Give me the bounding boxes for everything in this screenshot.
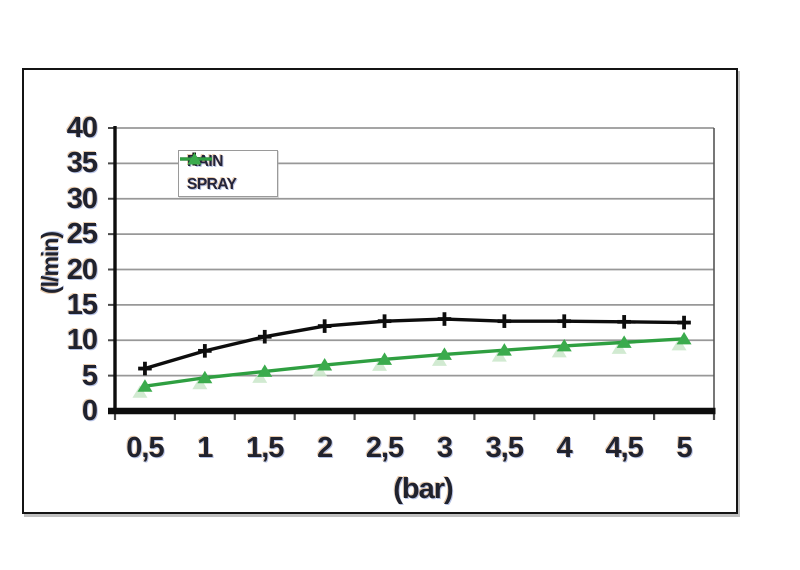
y-axis-title: (l/min): [37, 232, 63, 294]
x-tick-label: 4,5: [605, 432, 643, 464]
legend-label-spray: SPRAY: [187, 176, 237, 193]
chart-frame: 0 5 10 15 20 25 30 35 40 0,5 1 1,5 2 2,5 3 3,5 4 4,5 5 (l…: [22, 68, 738, 514]
legend-item-spray: SPRAY: [180, 152, 277, 195]
x-tick-label: 2,5: [365, 432, 404, 464]
x-tick-label: 1: [197, 432, 213, 464]
y-tick-label: 40: [66, 112, 98, 144]
y-tick-label: 0: [81, 395, 98, 427]
y-tick-label: 10: [66, 324, 98, 357]
chart-legend: RAIN SPRAY: [178, 150, 278, 197]
x-axis-title: (bar): [393, 473, 453, 505]
x-tick-label: 1,5: [246, 432, 284, 464]
x-tick-label: 3: [436, 432, 453, 464]
x-tick-label: 4: [556, 432, 573, 464]
x-tick-label: 5: [676, 432, 692, 464]
y-tick-label: 15: [66, 288, 98, 321]
x-tick-label: 3,5: [485, 432, 524, 464]
flow-rate-line-chart: [108, 126, 716, 420]
y-tick-label: 30: [66, 182, 98, 215]
y-tick-label: 20: [66, 253, 98, 286]
spray-line-triangle-marker-icon: [180, 152, 212, 165]
y-tick-label: 5: [81, 359, 98, 392]
y-tick-label: 35: [66, 147, 98, 180]
x-tick-label: 2: [317, 432, 333, 464]
x-tick-label: 0,5: [126, 432, 164, 464]
y-tick-label: 25: [66, 218, 98, 251]
